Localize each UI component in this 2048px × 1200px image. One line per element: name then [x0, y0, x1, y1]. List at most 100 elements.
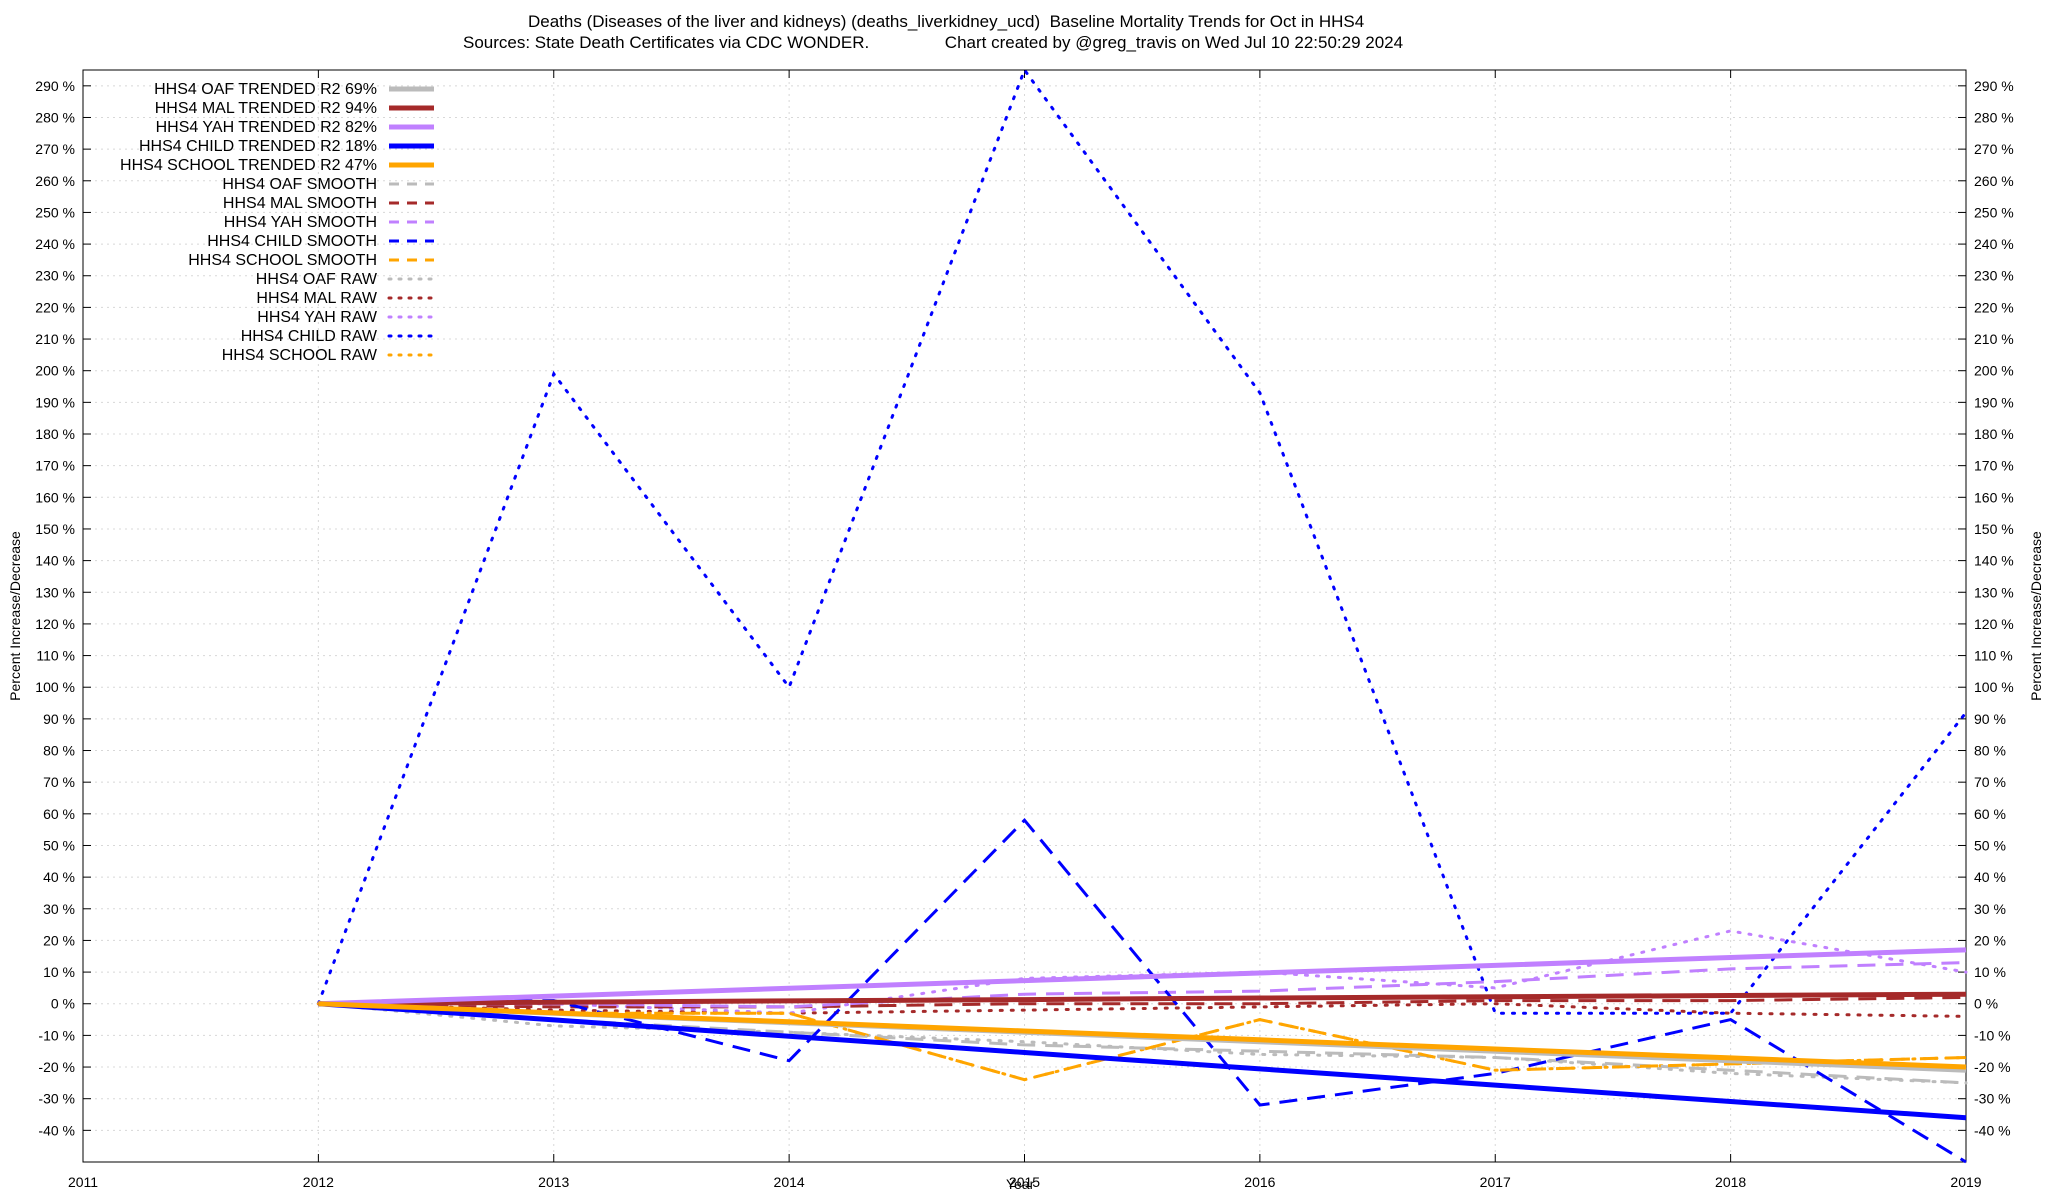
y-tick-label-right: 260 % — [1974, 173, 2014, 189]
y-tick-label-left: 60 % — [43, 806, 75, 822]
y-tick-label-right: 200 % — [1974, 363, 2014, 379]
y-tick-label-right: 210 % — [1974, 331, 2014, 347]
y-tick-label-left: -40 % — [38, 1122, 75, 1138]
x-tick-label: 2012 — [303, 1174, 334, 1190]
y-tick-label-right: -10 % — [1974, 1027, 2011, 1043]
ticks-layer: 2011 2012 2013 2014 2015 2016 2017 2018 2019 290 … — [35, 70, 2014, 1190]
y-tick-label-left: 30 % — [43, 901, 75, 917]
series-line-3 — [318, 1001, 1967, 1121]
y-tick-label-right: 20 % — [1974, 932, 2006, 948]
series-line-4 — [318, 1001, 1967, 1070]
y-tick-label-right: 240 % — [1974, 236, 2014, 252]
y-tick-label-left: 180 % — [35, 426, 75, 442]
y-tick-label-right: 250 % — [1974, 204, 2014, 220]
y-tick-label-right: -30 % — [1974, 1091, 2011, 1107]
legend: HHS4 OAF TRENDED R2 69% HHS4 MAL TRENDED … — [120, 81, 436, 364]
chart-title-line-2: Sources: State Death Certificates via CD… — [463, 33, 1404, 52]
y-tick-label-right: 220 % — [1974, 299, 2014, 315]
y-tick-label-left: 120 % — [35, 616, 75, 632]
x-tick-label: 2018 — [1715, 1174, 1746, 1190]
y-tick-label-left: 0 % — [51, 996, 75, 1012]
y-tick-label-left: 270 % — [35, 141, 75, 157]
y-tick-label-left: 200 % — [35, 363, 75, 379]
y-tick-label-left: 100 % — [35, 679, 75, 695]
y-tick-label-left: 280 % — [35, 109, 75, 125]
y-tick-label-right: -20 % — [1974, 1059, 2011, 1075]
y-tick-label-right: 180 % — [1974, 426, 2014, 442]
legend-label: HHS4 MAL SMOOTH — [223, 195, 377, 212]
series-line-5 — [318, 1002, 1967, 1085]
y-tick-label-left: 220 % — [35, 299, 75, 315]
legend-label: HHS4 OAF TRENDED R2 69% — [154, 81, 377, 98]
y-tick-label-left: -10 % — [38, 1027, 75, 1043]
y-tick-label-left: 50 % — [43, 837, 75, 853]
legend-label: HHS4 SCHOOL SMOOTH — [188, 252, 377, 269]
y-tick-label-left: 140 % — [35, 553, 75, 569]
legend-label: HHS4 CHILD SMOOTH — [207, 233, 377, 250]
x-tick-label: 2015 — [1009, 1174, 1040, 1190]
y-tick-label-right: 150 % — [1974, 521, 2014, 537]
y-axis-label-right: Percent Increase/Decrease — [2028, 531, 2044, 701]
y-tick-label-left: 90 % — [43, 711, 75, 727]
y-tick-label-right: 10 % — [1974, 964, 2006, 980]
y-tick-label-right: 230 % — [1974, 268, 2014, 284]
grid-layer — [82, 70, 1967, 1162]
y-tick-label-left: -20 % — [38, 1059, 75, 1075]
series-line-11 — [316, 1002, 1968, 1018]
x-tick-label: 2019 — [1950, 1174, 1981, 1190]
y-tick-label-right: 0 % — [1974, 996, 1998, 1012]
y-tick-label-left: 160 % — [35, 489, 75, 505]
y-tick-label-right: 110 % — [1974, 648, 2013, 664]
y-tick-label-right: 270 % — [1974, 141, 2014, 157]
y-tick-label-left: 250 % — [35, 204, 75, 220]
y-tick-label-left: 230 % — [35, 268, 75, 284]
y-tick-label-right: 280 % — [1974, 109, 2014, 125]
y-tick-label-right: -40 % — [1974, 1122, 2011, 1138]
series-line-2 — [318, 947, 1967, 1007]
y-tick-label-right: 70 % — [1974, 774, 2006, 790]
y-tick-label-right: 60 % — [1974, 806, 2006, 822]
x-tick-label: 2011 — [68, 1174, 98, 1190]
legend-label: HHS4 MAL TRENDED R2 94% — [155, 100, 377, 117]
y-tick-label-right: 130 % — [1974, 584, 2014, 600]
y-tick-label-right: 40 % — [1974, 869, 2006, 885]
y-tick-label-right: 100 % — [1974, 679, 2014, 695]
y-tick-label-right: 160 % — [1974, 489, 2014, 505]
y-tick-label-right: 190 % — [1974, 394, 2014, 410]
y-tick-label-right: 90 % — [1974, 711, 2006, 727]
y-tick-label-left: 110 % — [36, 648, 75, 664]
y-tick-label-left: 20 % — [43, 932, 75, 948]
y-tick-label-right: 290 % — [1974, 78, 2014, 94]
legend-label: HHS4 OAF RAW — [256, 271, 378, 288]
series-line-8 — [318, 817, 1967, 1164]
series-line-1 — [318, 991, 1967, 1007]
series-line-7 — [318, 961, 1967, 1009]
x-tick-label: 2013 — [538, 1174, 569, 1190]
y-tick-label-right: 120 % — [1974, 616, 2014, 632]
y-tick-label-right: 50 % — [1974, 837, 2006, 853]
y-tick-label-left: 190 % — [35, 394, 75, 410]
y-axis-label-left: Percent Increase/Decrease — [7, 531, 23, 701]
y-tick-label-left: 260 % — [35, 173, 75, 189]
chart-title-line-1: Deaths (Diseases of the liver and kidney… — [528, 12, 1365, 31]
series-line-13 — [316, 66, 1968, 1015]
legend-label: HHS4 CHILD TRENDED R2 18% — [139, 138, 377, 155]
y-tick-label-left: 80 % — [43, 743, 75, 759]
y-tick-label-right: 170 % — [1974, 458, 2014, 474]
x-tick-label: 2017 — [1480, 1174, 1511, 1190]
x-tick-label: 2016 — [1244, 1174, 1275, 1190]
legend-label: HHS4 YAH TRENDED R2 82% — [156, 119, 377, 136]
legend-label: HHS4 CHILD RAW — [241, 328, 378, 345]
legend-label: HHS4 MAL RAW — [256, 290, 378, 307]
legend-label: HHS4 SCHOOL TRENDED R2 47% — [120, 157, 377, 174]
y-tick-label-right: 30 % — [1974, 901, 2006, 917]
legend-label: HHS4 YAH SMOOTH — [224, 214, 377, 231]
series-layer — [316, 66, 1968, 1164]
y-tick-label-left: 40 % — [43, 869, 75, 885]
y-tick-label-left: 10 % — [43, 964, 75, 980]
y-tick-label-left: -30 % — [38, 1091, 75, 1107]
series-line-6 — [318, 995, 1967, 1009]
x-axis-label: Year — [1006, 1176, 1035, 1192]
y-tick-label-left: 70 % — [43, 774, 75, 790]
